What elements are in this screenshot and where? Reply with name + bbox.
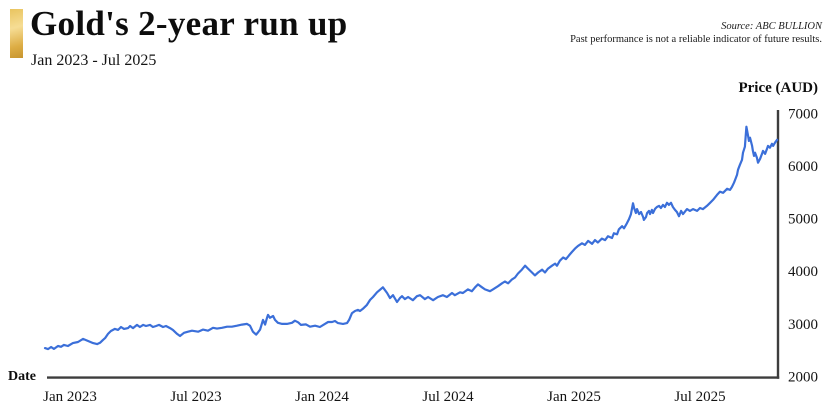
y-axis-title: Price (AUD) — [738, 80, 818, 96]
x-tick-label: Jul 2025 — [674, 389, 725, 405]
x-tick-label: Jul 2024 — [422, 389, 474, 405]
x-axis-title: Date — [8, 369, 36, 384]
x-tick-label: Jan 2024 — [295, 389, 349, 405]
source-attribution: Source: ABC BULLION — [721, 21, 822, 32]
x-tick-label: Jan 2025 — [547, 389, 601, 405]
x-tick-label: Jul 2023 — [170, 389, 221, 405]
y-tick-label: 7000 — [788, 106, 818, 122]
y-axis-tick-labels: 2000 3000 4000 5000 6000 7000 — [788, 106, 818, 385]
gold-price-line — [43, 125, 779, 351]
y-tick-label: 6000 — [788, 159, 818, 175]
chart-subtitle: Jan 2023 - Jul 2025 — [31, 52, 157, 69]
y-tick-label: 2000 — [788, 370, 818, 386]
chart-title: Gold's 2-year run up — [30, 4, 348, 43]
source-note: Source: ABC BULLION Past performance is … — [570, 20, 822, 46]
y-tick-label: 5000 — [788, 212, 818, 228]
y-tick-label: 3000 — [788, 317, 818, 333]
y-tick-label: 4000 — [788, 264, 818, 280]
gold-accent-bar — [10, 9, 23, 58]
disclaimer-text: Past performance is not a reliable indic… — [570, 34, 822, 46]
x-tick-label: Jan 2023 — [43, 389, 97, 405]
x-axis-tick-labels: Jan 2023 Jul 2023 Jan 2024 Jul 2024 Jan 2025… — [43, 389, 726, 405]
